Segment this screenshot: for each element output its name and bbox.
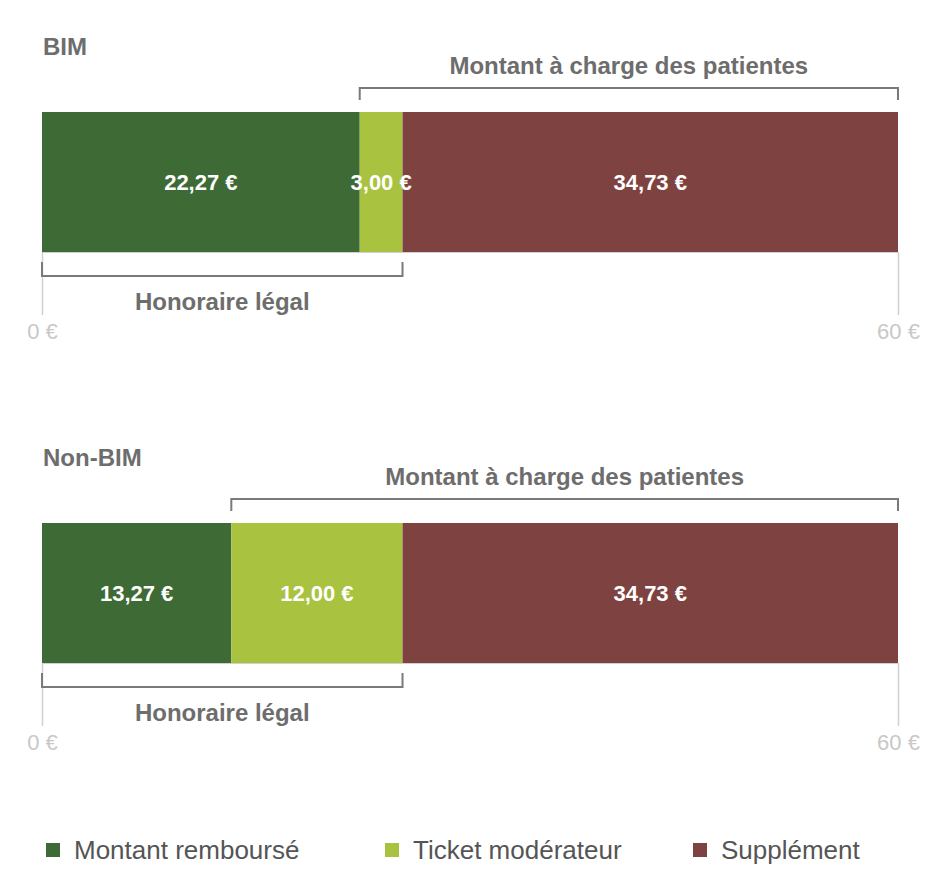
legend-item: Supplément <box>693 835 861 865</box>
bracket <box>360 88 898 100</box>
bracket <box>42 673 403 687</box>
tick-label: 60 € <box>877 730 920 755</box>
bars <box>42 112 898 252</box>
tick-line <box>898 663 900 726</box>
annotation: Honoraire légal <box>135 288 310 315</box>
bracket <box>231 499 898 511</box>
data-label: 22,27 € <box>164 170 237 195</box>
tick-line <box>42 252 44 315</box>
annotation: Montant à charge des patientes <box>449 52 808 79</box>
bar-segment <box>403 112 898 252</box>
data-label: 3,00 € <box>351 170 412 195</box>
bar-segment <box>42 523 231 663</box>
data-label: 34,73 € <box>614 170 687 195</box>
bar-segment <box>42 112 360 252</box>
legend-item: Montant remboursé <box>46 835 299 865</box>
legend-swatch <box>385 843 399 857</box>
data-label: 13,27 € <box>100 581 173 606</box>
bar-segment <box>231 523 402 663</box>
data-label: 34,73 € <box>614 581 687 606</box>
legend-label: Supplément <box>721 835 861 865</box>
panel-title: BIM <box>43 33 87 60</box>
tick: 60 € <box>877 663 920 755</box>
bar-segment <box>403 523 898 663</box>
bars <box>42 523 898 663</box>
tick-line <box>42 663 44 726</box>
tick-label: 0 € <box>27 319 58 344</box>
x-axis: 0 € 60 € <box>27 663 920 755</box>
axis-line <box>43 252 899 253</box>
bracket <box>42 262 403 276</box>
legend: Montant remboursé Ticket modérateur Supplé… <box>46 835 861 865</box>
annotation: Montant à charge des patientes <box>385 463 744 490</box>
legend-label: Ticket modérateur <box>413 835 622 865</box>
legend-swatch <box>693 843 707 857</box>
tick: 60 € <box>877 252 920 344</box>
tick-line <box>898 252 900 315</box>
chart: BIM 22,27 € 3,00 € 34,73 € 0 € 60 € Montant à … <box>0 0 940 893</box>
annotation: Honoraire légal <box>135 699 310 726</box>
legend-item: Ticket modérateur <box>385 835 622 865</box>
tick-label: 60 € <box>877 319 920 344</box>
x-axis: 0 € 60 € <box>27 252 920 344</box>
panel: Non-BIM 13,27 € 12,00 € 34,73 € 0 € 60 € Monta… <box>27 444 920 755</box>
tick-label: 0 € <box>27 730 58 755</box>
panel-title: Non-BIM <box>43 444 142 471</box>
legend-label: Montant remboursé <box>74 835 299 865</box>
panel: BIM 22,27 € 3,00 € 34,73 € 0 € 60 € Montant à … <box>27 33 920 344</box>
data-label: 12,00 € <box>280 581 353 606</box>
axis-line <box>43 663 899 664</box>
legend-swatch <box>46 843 60 857</box>
